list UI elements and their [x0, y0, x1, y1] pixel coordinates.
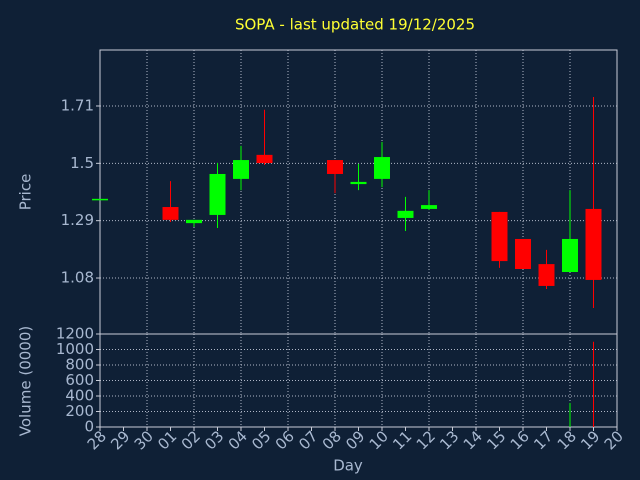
candle-body [397, 210, 414, 218]
y-tick-label: 400 [65, 387, 94, 405]
candle-body [162, 207, 179, 220]
y-tick-label: 800 [65, 356, 94, 374]
candle-body [515, 238, 531, 270]
y-tick-label: 1.5 [70, 154, 94, 172]
candle-body [327, 160, 343, 174]
y-axis-label: Volume (0000) [17, 326, 35, 436]
x-axis-label: Day [333, 457, 363, 475]
candle-body [585, 208, 602, 280]
y-tick-label: 600 [65, 371, 94, 389]
candle-body [209, 173, 226, 215]
candle-body [421, 205, 437, 209]
candle-body [538, 264, 555, 286]
candle-body [562, 238, 578, 273]
candle-body [350, 181, 367, 185]
candle-body [256, 154, 273, 164]
y-tick-label: 1.29 [61, 211, 94, 229]
candle-body [186, 219, 202, 224]
candle-body [491, 211, 508, 262]
y-tick-label: 200 [65, 402, 94, 420]
candle-body [374, 157, 390, 179]
y-tick-label: 1.71 [61, 96, 94, 114]
chart-title: SOPA - last updated 19/12/2025 [235, 16, 475, 34]
candle-body [92, 198, 108, 201]
y-tick-label: 0 [84, 418, 94, 436]
y-tick-label: 1.08 [61, 269, 94, 287]
y-axis-label: Price [17, 174, 35, 211]
y-tick-label: 1200 [56, 325, 94, 343]
candle-body [233, 160, 249, 179]
y-tick-label: 1000 [56, 340, 94, 358]
